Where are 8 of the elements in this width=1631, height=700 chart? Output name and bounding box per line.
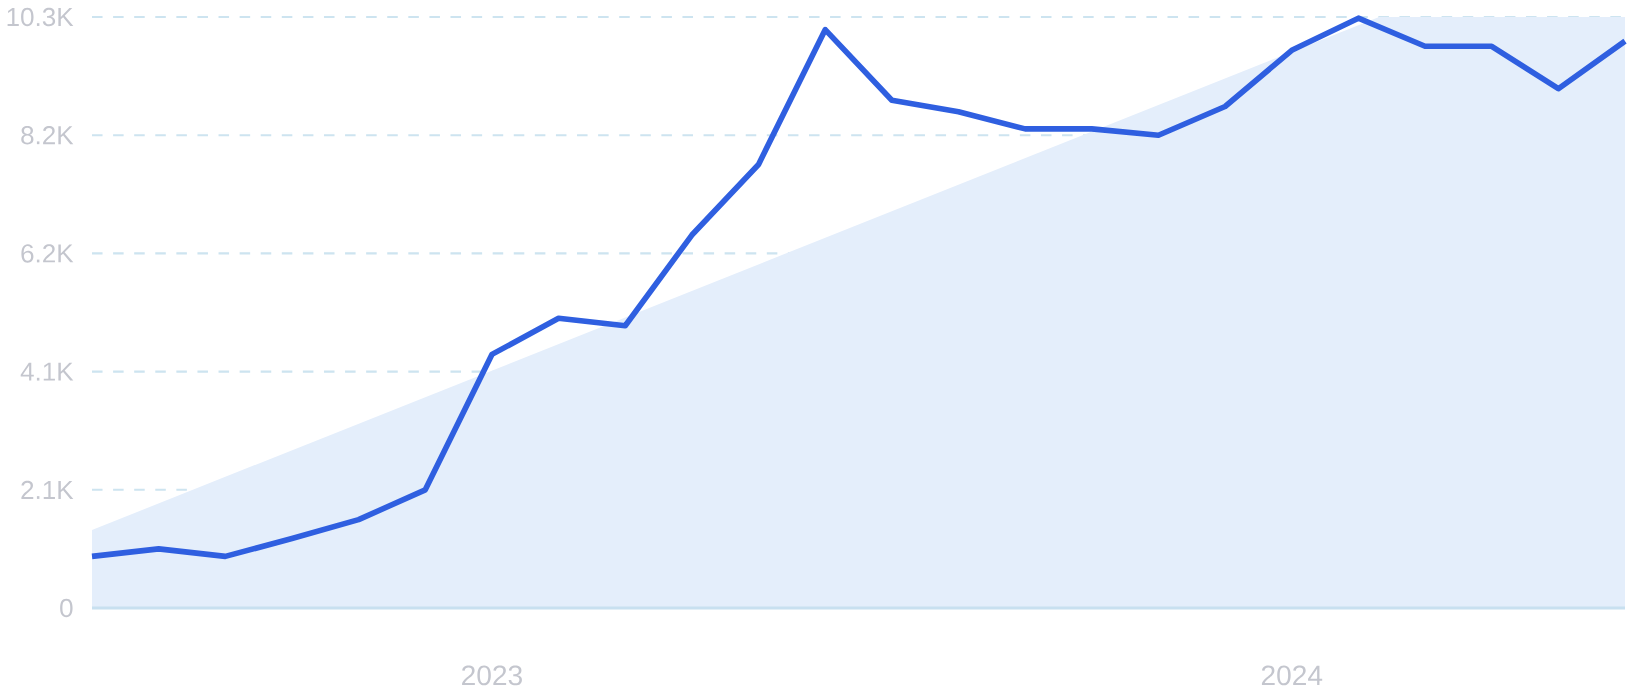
y-tick-label: 2.1K — [21, 480, 74, 499]
x-tick-label: 2023 — [462, 665, 522, 686]
y-tick-label: 4.1K — [20, 362, 74, 381]
y-tick-label: 0 — [60, 598, 73, 618]
y-tick-label: 10.3K — [7, 7, 74, 27]
y-tick-label: 8.2K — [21, 125, 74, 145]
y-tick-label: 6.2K — [21, 244, 74, 263]
x-tick-label: 2024 — [1261, 665, 1323, 686]
